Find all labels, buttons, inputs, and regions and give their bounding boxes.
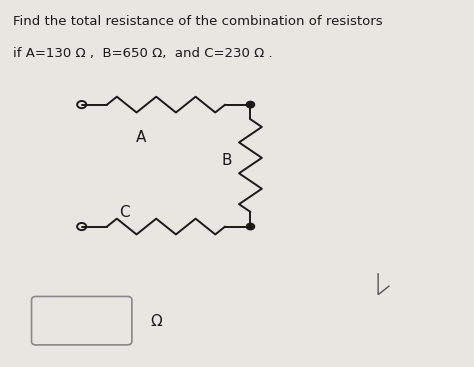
Text: C: C	[119, 205, 129, 220]
Text: Ω: Ω	[150, 314, 162, 329]
Text: B: B	[222, 153, 232, 168]
Text: Find the total resistance of the combination of resistors: Find the total resistance of the combina…	[13, 15, 383, 28]
Circle shape	[246, 101, 255, 108]
Text: A: A	[136, 130, 146, 145]
Text: if A=130 Ω ,  B=650 Ω,  and C=230 Ω .: if A=130 Ω , B=650 Ω, and C=230 Ω .	[13, 47, 273, 60]
Circle shape	[246, 223, 255, 230]
FancyBboxPatch shape	[32, 297, 132, 345]
